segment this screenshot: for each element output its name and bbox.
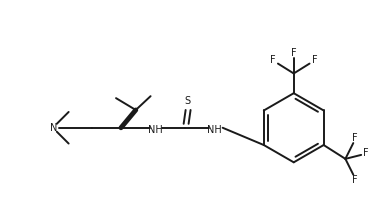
Text: F: F [291, 48, 297, 58]
Text: F: F [352, 133, 358, 143]
Text: F: F [270, 55, 276, 65]
Text: F: F [312, 55, 317, 65]
Text: NH: NH [207, 125, 222, 135]
Text: F: F [363, 148, 369, 158]
Text: S: S [184, 96, 190, 106]
Text: N: N [50, 123, 58, 133]
Text: NH: NH [148, 125, 163, 135]
Text: F: F [352, 175, 358, 185]
